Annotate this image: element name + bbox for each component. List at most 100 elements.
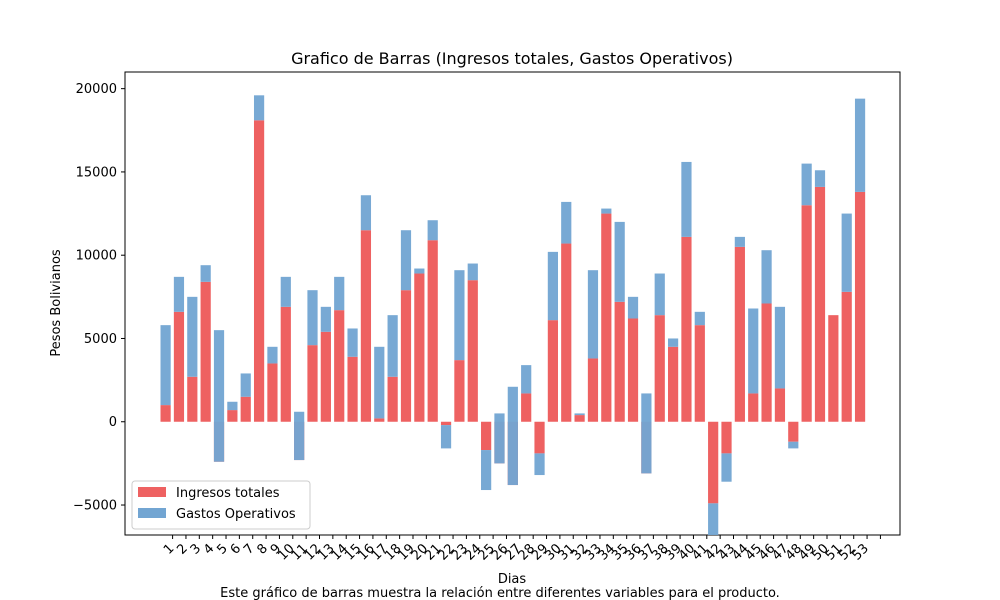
bar-ingresos-49 — [801, 205, 812, 422]
bar-gastos-12 — [307, 290, 318, 346]
bar-ingresos-22 — [440, 421, 452, 426]
bar-gastos-45 — [748, 308, 759, 394]
bar-ingresos-21 — [427, 240, 438, 422]
bar-gastos-52 — [841, 213, 852, 292]
bar-gastos-14 — [334, 276, 345, 311]
x-tick-label: 7 — [241, 541, 257, 557]
bar-gastos-9 — [267, 346, 278, 364]
bar-ingresos-47 — [774, 388, 786, 422]
x-tick-label: 8 — [254, 541, 270, 557]
bar-gastos-28 — [521, 365, 532, 394]
bar-ingresos-46 — [761, 303, 772, 422]
bar-gastos-39 — [667, 338, 679, 347]
bar-ingresos-33 — [587, 358, 599, 422]
bar-gastos-16 — [360, 195, 372, 231]
bar-gastos-24 — [467, 263, 478, 281]
bar-ingresos-30 — [547, 320, 558, 422]
bar-ingresos-44 — [734, 246, 745, 422]
bar-ingresos-8 — [253, 120, 265, 422]
x-tick-label: 1 — [161, 541, 177, 557]
bar-ingresos-10 — [280, 306, 291, 422]
bar-ingresos-50 — [814, 186, 826, 422]
bar-gastos-6 — [227, 401, 238, 411]
bar-ingresos-23 — [454, 360, 465, 422]
bar-gastos-49 — [801, 163, 812, 206]
legend: Ingresos totales Gastos Operativos — [131, 480, 311, 530]
bar-gastos-40 — [681, 161, 692, 237]
y-tick-label: −5000 — [73, 499, 117, 514]
bar-ingresos-35 — [614, 301, 625, 422]
bar-ingresos-15 — [347, 356, 358, 422]
legend-entry: Gastos Operativos — [176, 507, 296, 522]
bar-gastos-21 — [427, 220, 438, 241]
bar-ingresos-14 — [334, 310, 345, 422]
bar-gastos-31 — [561, 201, 572, 244]
bar-gastos-23 — [454, 270, 465, 361]
bar-ingresos-9 — [267, 363, 278, 422]
bar-gastos-35 — [614, 221, 625, 302]
y-axis-label: Pesos Bolivianos — [49, 249, 64, 357]
legend-swatch — [138, 508, 166, 518]
y-tick-label: 5000 — [84, 332, 117, 347]
bar-gastos-13 — [320, 306, 331, 332]
bar-ingresos-45 — [748, 393, 759, 422]
bar-ingresos-13 — [320, 331, 331, 422]
bar-gastos-32 — [574, 413, 585, 416]
bar-ingresos-16 — [360, 230, 372, 422]
x-tick-label: 4 — [201, 541, 217, 557]
bar-ingresos-7 — [240, 396, 251, 422]
bar-ingresos-34 — [601, 213, 612, 422]
bar-gastos-2 — [173, 276, 185, 312]
y-axis: −5000 0 5000 10000 15000 20000 — [73, 82, 125, 514]
bar-ingresos-24 — [467, 280, 478, 422]
bar-gastos-20 — [414, 268, 425, 274]
x-tick-label: 6 — [228, 541, 244, 557]
bar-gastos-3 — [187, 296, 198, 377]
bar-ingresos-40 — [681, 236, 692, 422]
plot-frame — [124, 71, 901, 536]
bar-gastos-15 — [347, 328, 358, 357]
chart-caption: Este gráfico de barras muestra la relaci… — [220, 586, 780, 600]
bar-gastos-37 — [641, 393, 652, 474]
bar-ingresos-4 — [200, 281, 211, 422]
bar-gastos-53 — [854, 98, 866, 192]
bar-ingresos-32 — [574, 415, 585, 422]
y-tick-label: 20000 — [76, 82, 117, 97]
legend-entry: Ingresos totales — [176, 486, 280, 501]
bar-ingresos-3 — [187, 376, 198, 422]
bar-ingresos-38 — [654, 315, 665, 422]
bar-ingresos-18 — [387, 376, 398, 422]
bar-ingresos-51 — [828, 315, 839, 422]
bar-gastos-36 — [627, 296, 639, 319]
bars-group — [160, 95, 866, 535]
bar-ingresos-20 — [414, 273, 425, 422]
bar-ingresos-17 — [374, 418, 385, 422]
bar-ingresos-6 — [227, 410, 238, 422]
bar-gastos-5 — [213, 330, 225, 462]
bar-gastos-11 — [294, 411, 305, 461]
bar-gastos-43 — [721, 453, 732, 482]
plot-area — [124, 71, 901, 536]
bar-gastos-42 — [708, 503, 719, 535]
bar-gastos-17 — [374, 346, 385, 419]
bar-gastos-34 — [601, 208, 612, 214]
legend-swatch — [138, 487, 166, 497]
bar-gastos-27 — [507, 386, 518, 486]
bar-ingresos-2 — [173, 311, 185, 422]
bar-gastos-46 — [761, 250, 772, 304]
bar-gastos-50 — [814, 170, 826, 187]
bar-ingresos-52 — [841, 291, 852, 422]
bar-ingresos-25 — [481, 421, 492, 451]
y-tick-label: 0 — [109, 415, 117, 430]
bar-ingresos-1 — [160, 405, 171, 422]
bar-gastos-41 — [694, 311, 705, 326]
bar-gastos-1 — [160, 325, 171, 406]
bar-ingresos-42 — [708, 421, 719, 504]
x-axis: 1234567891011121314151617181920212223242… — [161, 535, 881, 564]
bar-ingresos-19 — [400, 290, 412, 422]
bar-gastos-7 — [240, 373, 251, 397]
bar-gastos-4 — [200, 265, 211, 282]
chart-title: Grafico de Barras (Ingresos totales, Gas… — [291, 49, 733, 68]
bar-gastos-25 — [481, 450, 492, 491]
